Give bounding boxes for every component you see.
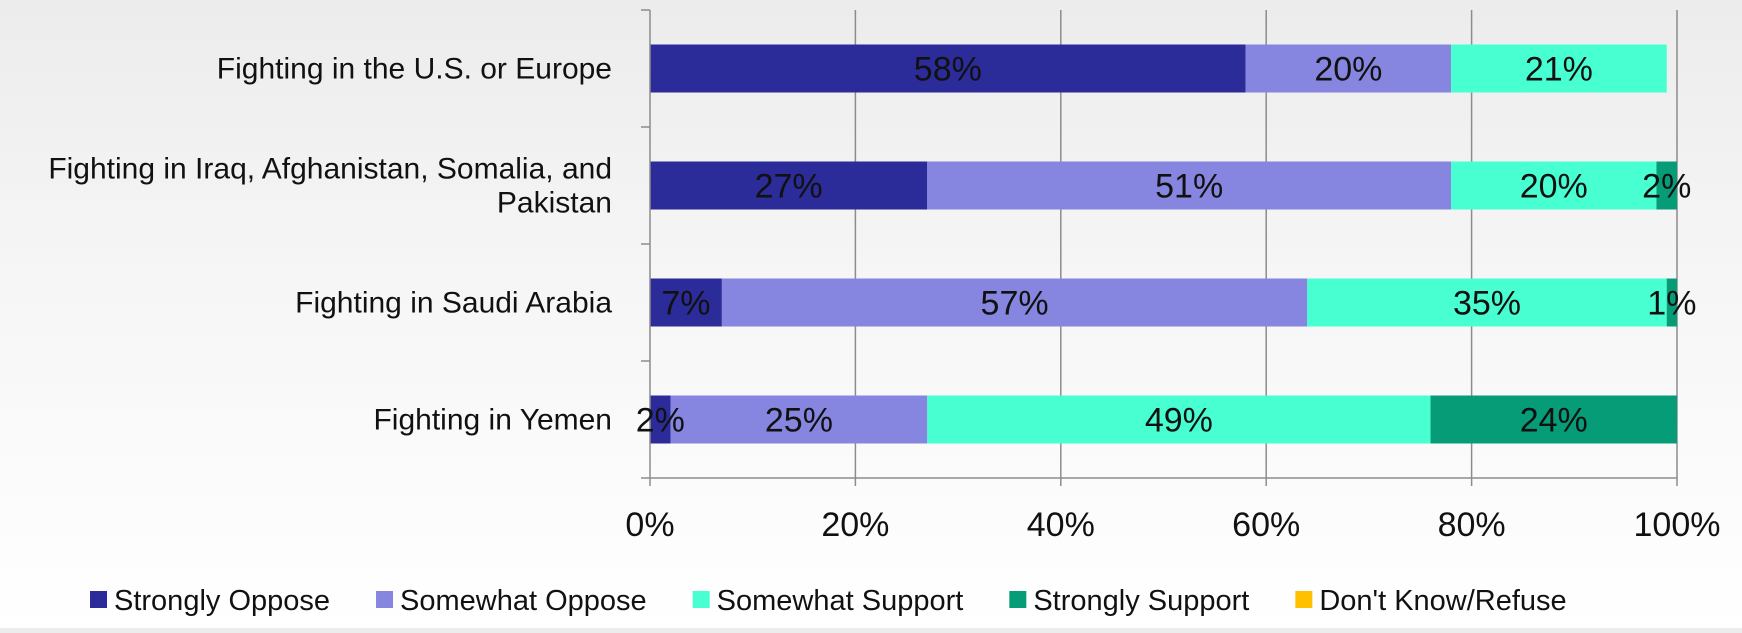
bar-segment <box>1245 44 1452 93</box>
bar-value-label: 27% <box>755 168 823 206</box>
legend-label: Strongly Oppose <box>114 585 330 617</box>
legend-swatch <box>1295 591 1313 608</box>
bar-segment <box>650 395 671 444</box>
bar-value-label: 1% <box>1647 285 1696 323</box>
bar-value-label: 21% <box>1525 51 1593 89</box>
bar-value-label: 25% <box>765 402 833 440</box>
bar-segment <box>1666 278 1677 327</box>
bar-segment <box>1430 395 1677 444</box>
bar-value-label: 57% <box>981 285 1049 323</box>
category-label: Fighting in Saudi Arabia <box>295 287 612 320</box>
category-label: Fighting in Yemen <box>373 404 612 437</box>
bar-value-label: 20% <box>1520 168 1588 206</box>
legend-label: Don't Know/Refuse <box>1319 585 1566 617</box>
axes: 0% 20% 40% 60% 80% 100% Fighting in the U.S. o… <box>48 9 1721 544</box>
category-label: Fighting in the U.S. or Europe <box>217 53 612 86</box>
bar-value-label: 51% <box>1155 168 1223 206</box>
legend-swatch <box>376 591 394 608</box>
legend: Strongly Oppose Somewhat Oppose Somewhat S… <box>90 585 1567 617</box>
bar-segment <box>670 395 928 444</box>
bar-value-label: 49% <box>1145 402 1213 440</box>
legend-swatch <box>1009 591 1027 608</box>
bar-segment <box>650 44 1246 93</box>
bar-segment <box>721 278 1308 327</box>
legend-label: Somewhat Oppose <box>400 585 647 617</box>
x-tick-label: 80% <box>1438 506 1506 544</box>
bar-segment <box>1451 44 1667 93</box>
bar-value-label: 2% <box>636 402 685 440</box>
bar-segment <box>1451 161 1657 210</box>
x-tick-label: 100% <box>1634 506 1721 544</box>
x-tick-label: 0% <box>625 506 674 544</box>
bar-segment <box>927 161 1452 210</box>
bar-value-label: 7% <box>661 285 710 323</box>
bar-segment <box>650 278 722 327</box>
bar-value-label: 20% <box>1314 51 1382 89</box>
bar-segment <box>650 161 928 210</box>
bar-segment <box>1656 161 1677 210</box>
legend-label: Strongly Support <box>1033 585 1249 617</box>
data-labels: 58% 20% 21% 27% 51% 20% 2% 7% 57% 35% 1% 2% 25% 49% 24… <box>636 51 1697 440</box>
bar-value-label: 58% <box>914 51 982 89</box>
bar-segment <box>1307 278 1667 327</box>
bar-value-label: 24% <box>1520 402 1588 440</box>
x-tick-label: 20% <box>821 506 889 544</box>
bar-value-label: 35% <box>1453 285 1521 323</box>
x-tick-label: 40% <box>1027 506 1095 544</box>
bar-segment <box>927 395 1431 444</box>
category-label: Fighting in Iraq, Afghanistan, Somalia, … <box>48 153 612 220</box>
legend-swatch <box>90 591 107 608</box>
x-tick-label: 60% <box>1232 506 1300 544</box>
legend-swatch <box>692 591 710 608</box>
bars <box>650 44 1677 444</box>
legend-label: Somewhat Support <box>717 585 964 617</box>
bar-value-label: 2% <box>1642 168 1691 206</box>
